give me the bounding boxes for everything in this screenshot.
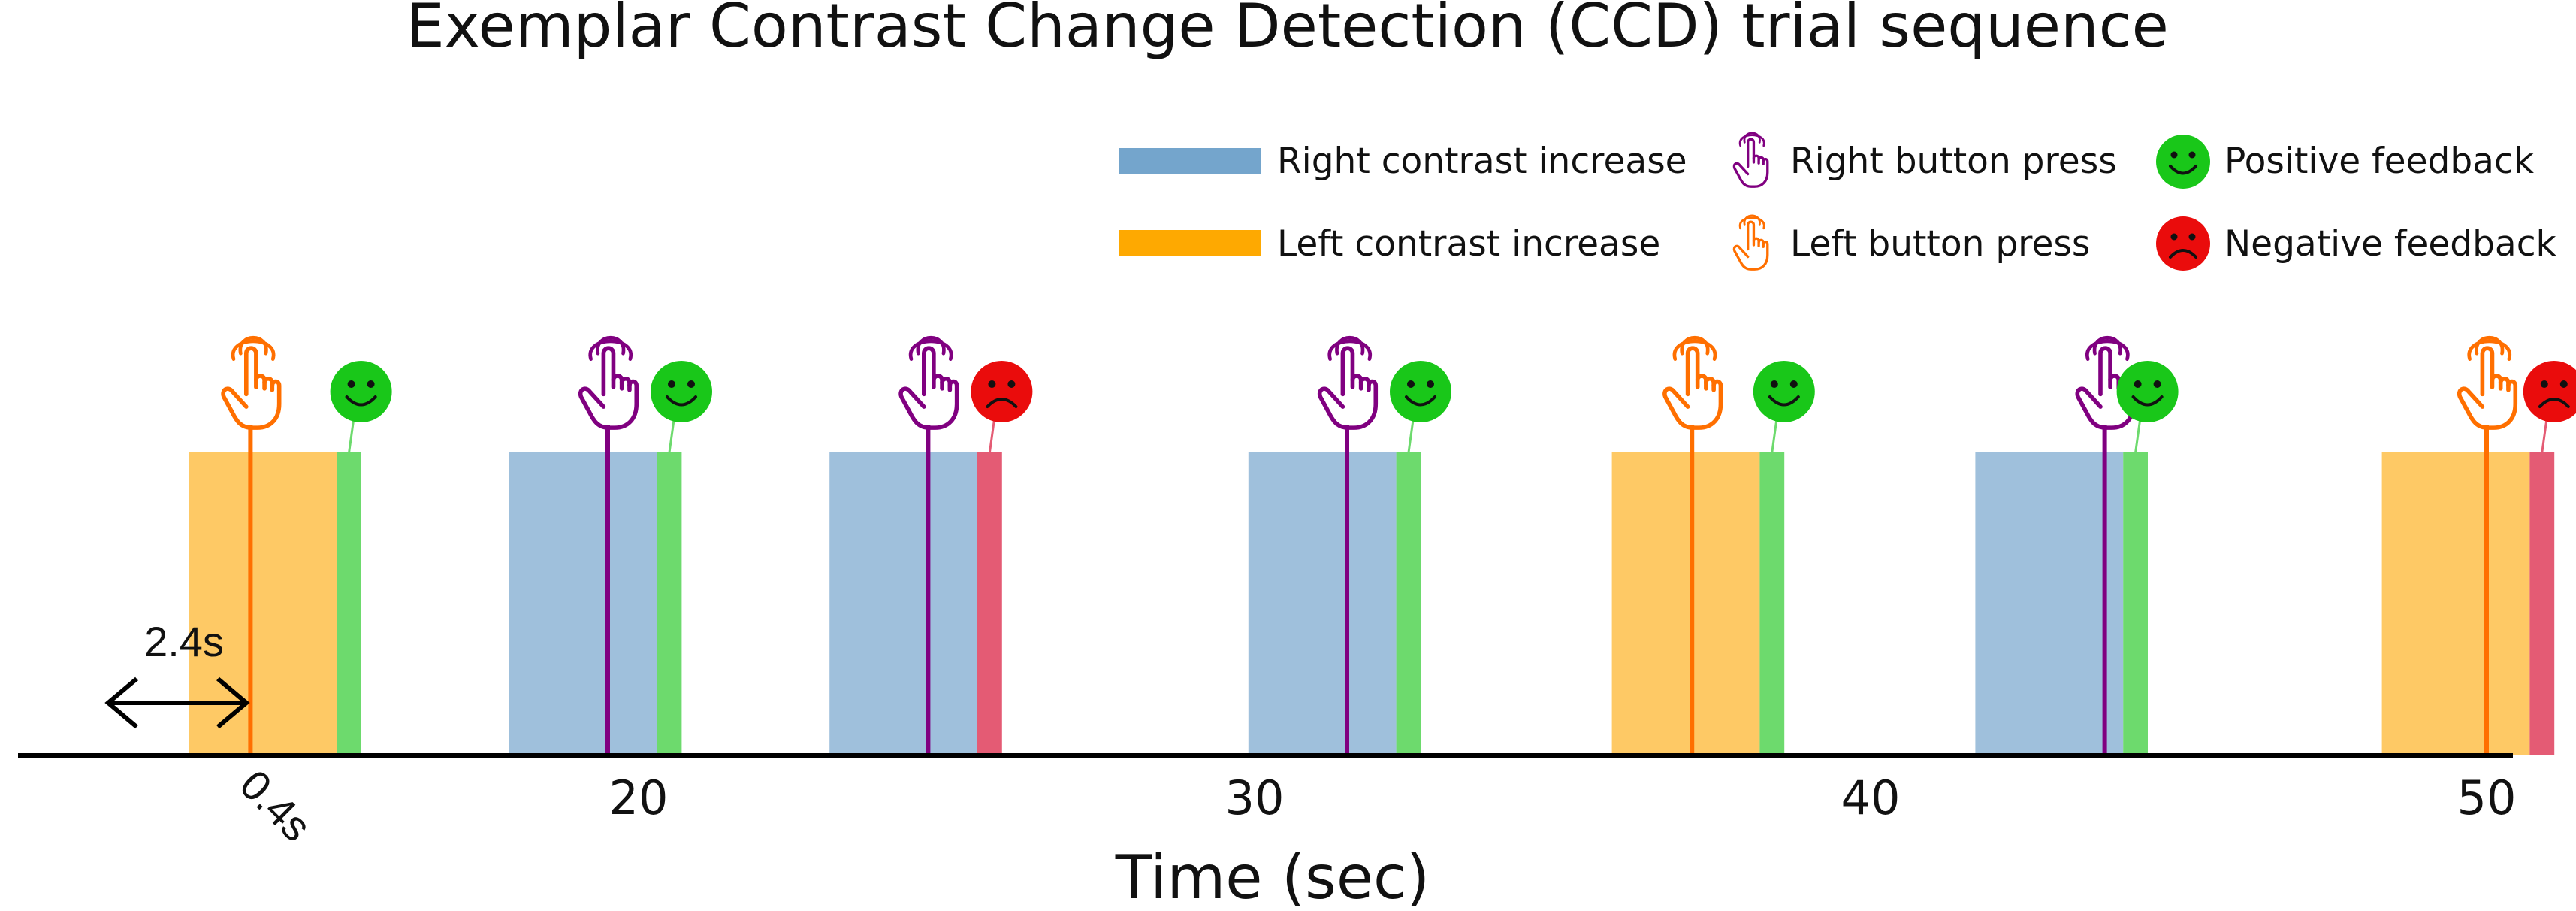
face-mouth (345, 395, 377, 407)
smiley-face-icon (2156, 135, 2210, 189)
pointing-hand-icon (1732, 214, 1769, 271)
feedback-stem (2541, 419, 2548, 453)
legend-label-positive: Positive feedback (2224, 141, 2535, 182)
pointing-hand-icon (901, 337, 957, 428)
feedback-bar-positive (1759, 452, 1785, 755)
smiley-face-icon (1753, 361, 1815, 422)
legend-label-right-press: Right button press (1790, 141, 2117, 182)
face-circle (2523, 361, 2576, 422)
face-eye-left (2540, 380, 2548, 388)
trial-5 (1611, 337, 1815, 755)
stimulus-bar-left (1611, 452, 1760, 755)
chart-title: Exemplar Contrast Change Detection (CCD)… (406, 0, 2169, 61)
frowny-face-icon (971, 361, 1033, 422)
x-tick-label: 50 (2457, 770, 2517, 825)
pointing-hand-icon (223, 337, 279, 428)
face-eye-left (988, 380, 996, 388)
x-axis-ticks: 20 30 40 50 (609, 770, 2517, 825)
face-eye-left (347, 380, 355, 388)
face-eye-left (668, 380, 675, 388)
pointing-hand-icon (1732, 132, 1769, 188)
pointing-hand-icon (2460, 337, 2516, 428)
x-tick-label: 20 (609, 770, 669, 825)
stimulus-bar-left (2381, 452, 2530, 755)
feedback-stem (668, 419, 675, 453)
smiley-face-icon (1390, 361, 1451, 422)
frowny-face-icon (2156, 216, 2210, 271)
trial-1 (189, 337, 392, 755)
legend-swatch-right-contrast (1119, 148, 1261, 174)
feedback-stem (348, 419, 355, 453)
feedback-bar-positive (1396, 452, 1421, 755)
face-eye-right (1427, 380, 1434, 388)
face-mouth (666, 395, 697, 407)
legend-label-left-press: Left button press (1790, 223, 2090, 265)
face-circle (2116, 361, 2179, 422)
feedback-stem (988, 419, 995, 453)
frowny-face-icon (2523, 361, 2576, 422)
face-eye-right (1007, 380, 1016, 388)
duration-arrow-head-right (216, 676, 250, 729)
legend-label-negative: Negative feedback (2224, 223, 2557, 265)
stimulus-bar-right (1975, 452, 2124, 755)
feedback-bar-negative (977, 452, 1002, 755)
face-eye-left (2134, 380, 2142, 388)
x-tick-label: 40 (1841, 770, 1901, 825)
feedback-bar-negative (2529, 452, 2555, 755)
legend: Right contrast increase Left contrast in… (1119, 132, 2557, 271)
x-tick-label: 30 (1225, 770, 1285, 825)
feedback-stem (1407, 419, 1415, 453)
feedback-stem (1771, 419, 1778, 453)
stim-duration-label: 2.4s (144, 618, 224, 665)
legend-label-right-contrast: Right contrast increase (1277, 141, 1687, 182)
stimulus-bar-right (1248, 452, 1397, 755)
trial-6 (1975, 337, 2179, 755)
smiley-face-icon (2116, 361, 2179, 422)
face-circle (330, 361, 392, 422)
feedback-stem (2134, 419, 2142, 453)
smiley-face-icon (330, 361, 392, 422)
stimulus-bar-right (509, 452, 657, 755)
face-eye-right (687, 380, 695, 388)
face-mouth (1768, 395, 1800, 407)
stimulus-bar-left (189, 452, 337, 755)
trial-4 (1248, 337, 1451, 755)
face-eye-left (1770, 380, 1778, 388)
face-circle (651, 361, 712, 422)
pointing-hand-icon (1320, 337, 1376, 428)
face-mouth (1405, 395, 1436, 407)
face-mouth (986, 398, 1018, 408)
pointing-hand-icon (581, 337, 637, 428)
smiley-face-icon (651, 361, 712, 422)
face-eye-right (1789, 380, 1798, 388)
trial-3 (829, 337, 1033, 755)
feedback-bar-positive (2123, 452, 2148, 755)
face-circle (971, 361, 1033, 422)
x-axis-label: Time (sec) (1115, 843, 1430, 911)
face-eye-right (2153, 380, 2161, 388)
face-eye-right (367, 380, 375, 388)
feedback-duration-label: 0.4s (231, 761, 321, 850)
trial-2 (509, 337, 712, 755)
feedback-bar-positive (337, 452, 361, 755)
feedback-bar-positive (657, 452, 682, 755)
face-eye-right (2559, 380, 2568, 388)
trial-7 (2381, 337, 2576, 755)
legend-swatch-left-contrast (1119, 230, 1261, 256)
face-circle (1390, 361, 1451, 422)
pointing-hand-icon (1665, 337, 1721, 428)
plot-area (189, 337, 2576, 755)
face-eye-left (1407, 380, 1415, 388)
face-mouth (2131, 395, 2164, 407)
face-mouth (2538, 398, 2570, 408)
duration-arrow-head-left (104, 676, 138, 729)
stimulus-bar-right (829, 452, 977, 755)
legend-label-left-contrast: Left contrast increase (1277, 223, 1660, 265)
face-circle (1753, 361, 1815, 422)
